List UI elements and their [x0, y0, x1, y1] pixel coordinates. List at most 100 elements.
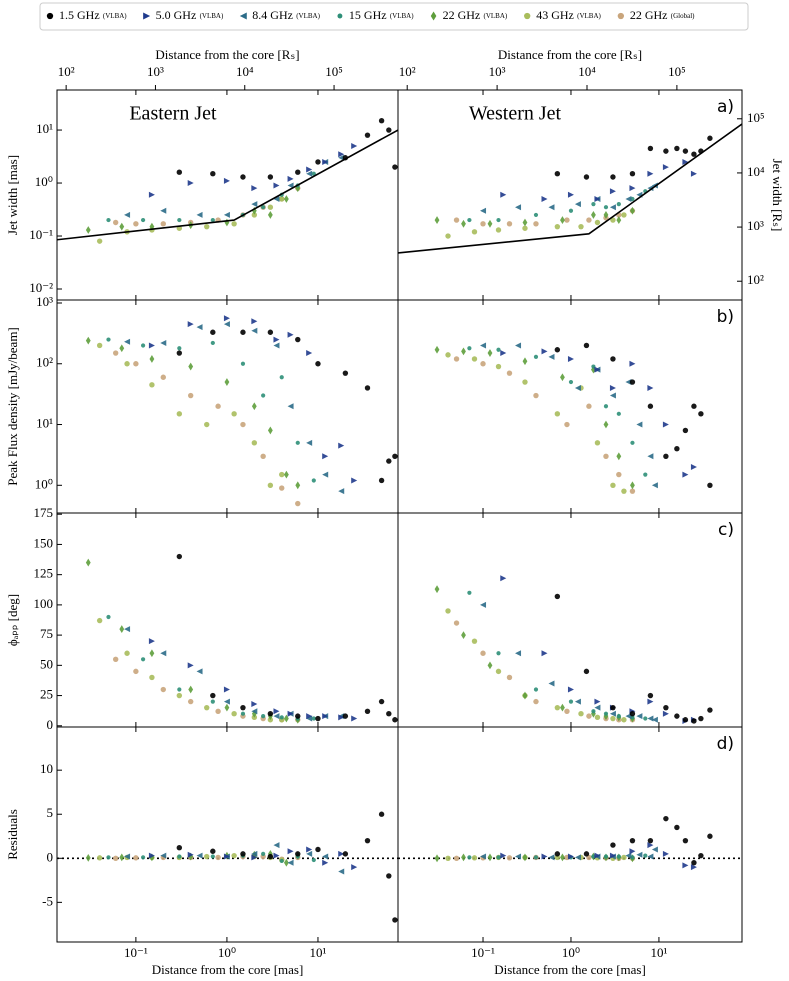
legend-marker — [524, 12, 531, 20]
y-axis-label: Jet width [mas] — [5, 155, 20, 235]
data-point — [461, 347, 466, 356]
data-point — [647, 853, 654, 860]
data-point — [160, 207, 167, 214]
data-point — [480, 853, 487, 860]
data-point — [322, 453, 329, 460]
data-point — [663, 815, 669, 822]
data-point — [338, 488, 345, 495]
data-point — [629, 360, 636, 367]
legend-marker — [46, 12, 54, 20]
data-point — [554, 347, 561, 353]
data-point — [287, 175, 294, 182]
data-point — [322, 859, 329, 866]
data-point — [215, 854, 221, 861]
data-point — [176, 553, 183, 560]
data-point — [564, 708, 570, 714]
data-point — [177, 346, 182, 351]
data-point — [548, 680, 555, 687]
y-tick-label: 10⁻² — [29, 280, 53, 295]
data-point — [554, 851, 561, 857]
data-point — [311, 857, 316, 863]
data-point — [506, 221, 513, 227]
data-point — [148, 342, 155, 349]
data-point — [149, 355, 155, 363]
data-point — [177, 687, 182, 692]
x2-tick-label: 10³ — [147, 64, 164, 79]
data-point — [467, 346, 472, 351]
data-point — [548, 353, 555, 360]
data-point — [119, 344, 125, 353]
data-point — [434, 585, 440, 594]
panel-frame — [397, 726, 743, 943]
data-point — [210, 848, 216, 854]
data-point — [140, 343, 146, 348]
data-point — [662, 421, 669, 428]
data-point — [522, 379, 528, 385]
data-point — [196, 324, 203, 331]
data-point — [119, 853, 125, 862]
y-axis-label: ϕₐₚₚ [deg] — [5, 594, 20, 646]
data-point — [149, 674, 155, 681]
data-point — [487, 853, 493, 862]
legend-label: 1.5 GHz (VLBA) — [59, 7, 127, 22]
data-point — [386, 458, 392, 464]
data-point — [515, 204, 522, 211]
data-point — [251, 854, 258, 861]
data-point — [445, 352, 451, 358]
data-point — [541, 650, 548, 657]
legend-note: (VLBA) — [390, 12, 414, 20]
data-point — [306, 439, 313, 446]
series-group — [85, 811, 398, 923]
data-point — [663, 148, 669, 154]
data-point — [603, 854, 609, 859]
data-point — [522, 691, 528, 700]
data-point — [691, 403, 697, 409]
data-point — [311, 171, 316, 176]
data-point — [295, 184, 301, 193]
data-point — [522, 357, 528, 366]
data-point — [682, 862, 689, 869]
data-point — [287, 859, 294, 866]
data-point — [616, 471, 622, 478]
data-point — [351, 715, 358, 722]
data-point — [210, 692, 216, 699]
data-point — [691, 859, 697, 866]
data-point — [690, 464, 697, 471]
data-point — [515, 342, 522, 349]
data-point — [636, 713, 643, 720]
data-point — [187, 698, 194, 705]
data-point — [283, 858, 289, 867]
data-point — [541, 348, 548, 355]
data-point — [140, 217, 146, 223]
data-point — [351, 477, 358, 484]
x-tick-label: 10⁻¹ — [124, 945, 148, 960]
y-tick-label: 125 — [34, 566, 54, 581]
data-point — [651, 482, 658, 489]
data-point — [240, 704, 246, 711]
data-point — [445, 608, 451, 614]
data-point — [133, 668, 139, 675]
data-point — [707, 482, 713, 488]
data-point — [196, 211, 203, 218]
legend-name: 5.0 GHz — [156, 8, 197, 22]
data-point — [500, 191, 507, 198]
data-point — [480, 601, 487, 608]
data-point — [647, 170, 654, 177]
data-point — [378, 477, 385, 484]
data-point — [629, 837, 636, 844]
data-point — [231, 852, 237, 859]
data-point — [609, 852, 616, 859]
data-point — [251, 708, 258, 715]
data-point — [306, 166, 313, 173]
data-point — [287, 331, 294, 338]
data-point — [625, 379, 632, 386]
y2-tick-label: 10³ — [747, 218, 764, 233]
x2-tick-label: 10² — [399, 64, 416, 79]
y-tick-label: 0 — [47, 717, 54, 732]
data-point — [594, 219, 601, 226]
data-point — [564, 217, 570, 223]
data-point — [188, 362, 194, 371]
data-point — [625, 195, 632, 202]
data-point — [453, 217, 460, 223]
data-point — [210, 217, 215, 223]
